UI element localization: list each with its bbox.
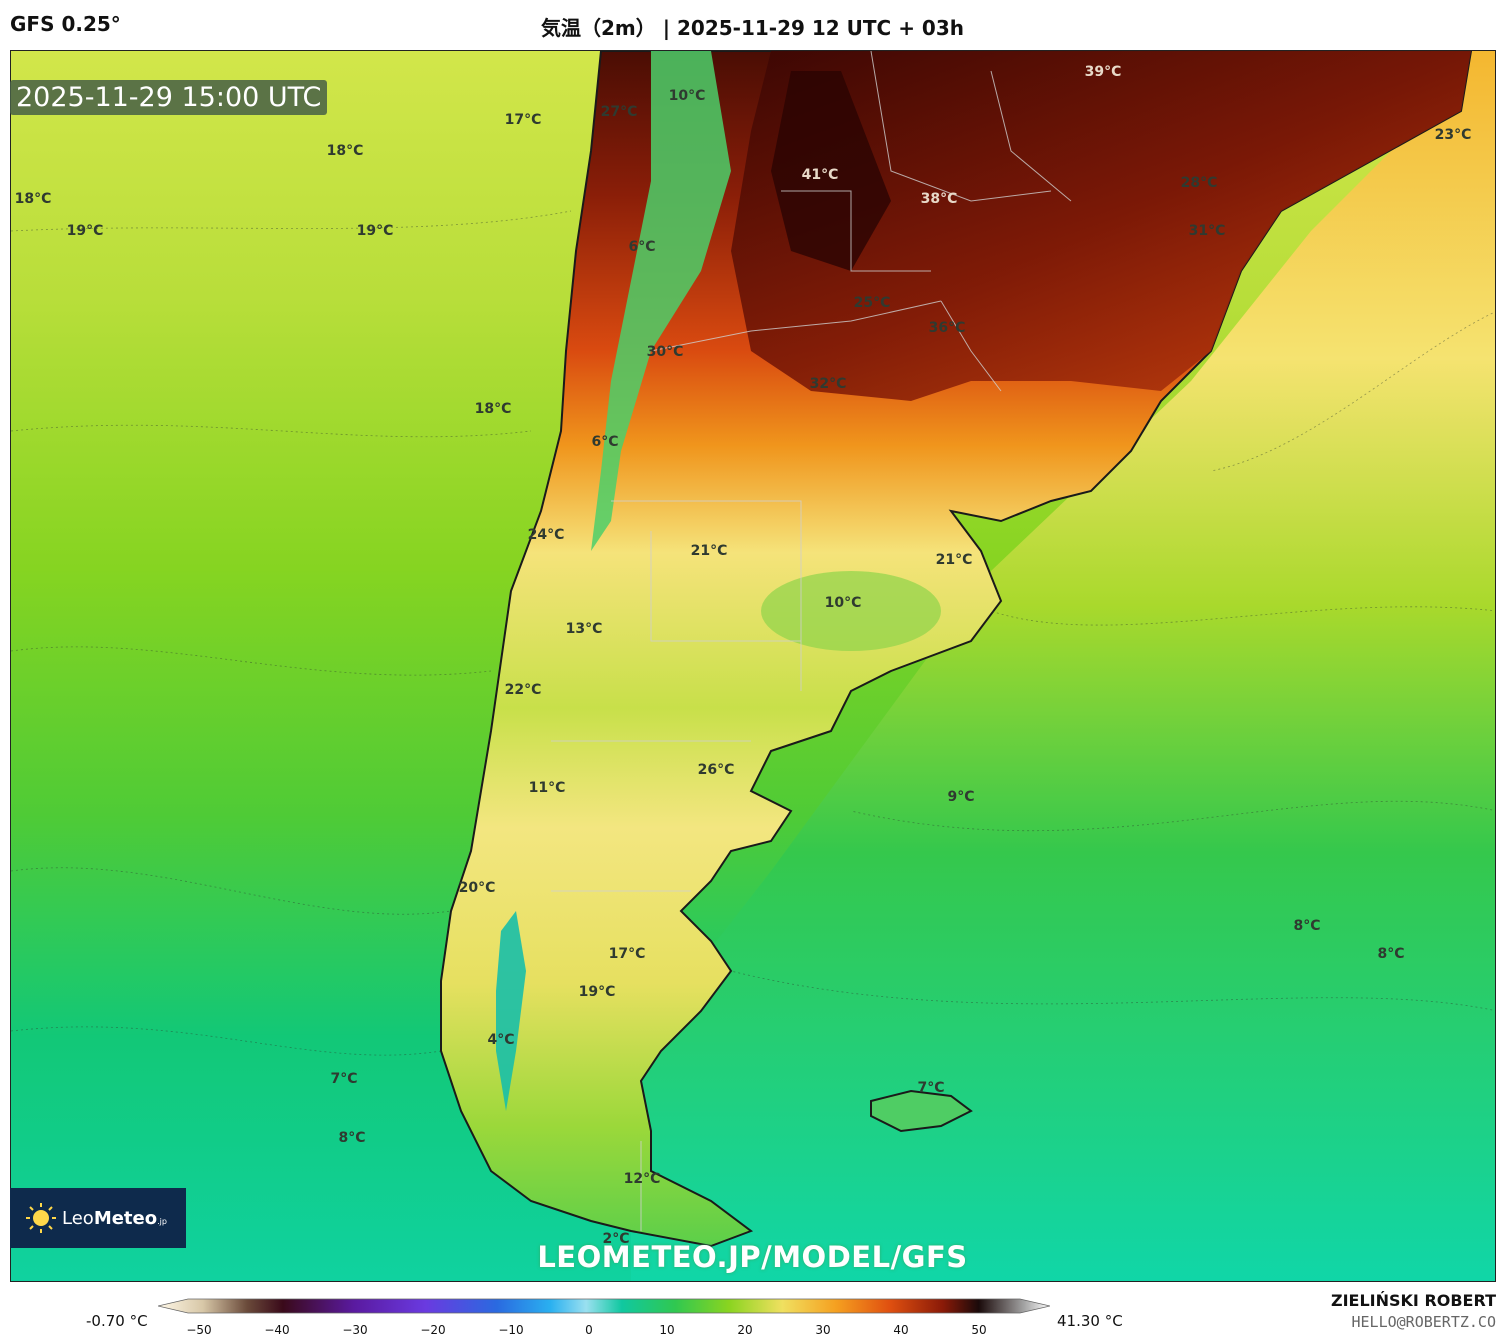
temp-label: 28°C xyxy=(1180,175,1218,191)
temp-label: 38°C xyxy=(920,191,958,207)
legend-max-value: 41.30 °C xyxy=(1057,1312,1123,1330)
leometeo-logo[interactable]: LeoMeteo.jp xyxy=(10,1188,186,1248)
temp-label: 10°C xyxy=(824,595,862,611)
temp-label: 21°C xyxy=(935,552,973,568)
colorbar-tick: −40 xyxy=(264,1323,290,1337)
temp-label: 17°C xyxy=(504,112,542,128)
colorbar-tick: 50 xyxy=(971,1323,987,1337)
temp-label: 18°C xyxy=(14,191,52,207)
temp-label: 2°C xyxy=(602,1231,630,1247)
colorbar-tick: −10 xyxy=(498,1323,524,1337)
author-email[interactable]: HELLO@ROBERTZ.CO xyxy=(1351,1313,1497,1331)
temp-label: 36°C xyxy=(928,320,966,336)
temp-label: 19°C xyxy=(66,223,104,239)
temp-label: 27°C xyxy=(600,104,638,120)
temp-label: 23°C xyxy=(1434,127,1472,143)
temp-label: 12°C xyxy=(623,1171,661,1187)
temp-label: 6°C xyxy=(591,434,619,450)
temp-label: 39°C xyxy=(1084,64,1122,80)
temp-label: 10°C xyxy=(668,88,706,104)
map-canvas xyxy=(11,51,1495,1281)
temp-label: 19°C xyxy=(578,984,616,1000)
temp-label: 41°C xyxy=(801,167,839,183)
temp-label: 24°C xyxy=(527,527,565,543)
temp-label: 26°C xyxy=(697,762,735,778)
temp-label: 18°C xyxy=(474,401,512,417)
temp-label: 7°C xyxy=(330,1071,358,1087)
temp-label: 6°C xyxy=(628,239,656,255)
colorbar-tick: −20 xyxy=(420,1323,446,1337)
temp-label: 13°C xyxy=(565,621,603,637)
temp-label: 32°C xyxy=(809,376,847,392)
temperature-colorbar xyxy=(158,1298,1050,1314)
temp-label: 20°C xyxy=(458,880,496,896)
colorbar-tick: 40 xyxy=(893,1323,909,1337)
model-title: GFS 0.25° xyxy=(10,12,121,36)
temp-label: 9°C xyxy=(947,789,975,805)
temp-label: 11°C xyxy=(528,780,566,796)
temp-label: 8°C xyxy=(338,1130,366,1146)
temp-label: 8°C xyxy=(1377,946,1405,962)
colorbar-tick: 20 xyxy=(737,1323,753,1337)
colorbar-tick: −30 xyxy=(342,1323,368,1337)
legend-min-value: -0.70 °C xyxy=(86,1312,148,1330)
colorbar-tick: 10 xyxy=(659,1323,675,1337)
temp-label: 4°C xyxy=(487,1032,515,1048)
colorbar-tick: −50 xyxy=(186,1323,212,1337)
temp-label: 21°C xyxy=(690,543,728,559)
temp-label: 7°C xyxy=(917,1080,945,1096)
temp-label: 8°C xyxy=(1293,918,1321,934)
site-url[interactable]: LEOMETEO.JP/MODEL/GFS xyxy=(537,1240,968,1274)
colorbar-tick: 30 xyxy=(815,1323,831,1337)
temperature-map[interactable]: 17°C 18°C 18°C 19°C 19°C 27°C 10°C 41°C … xyxy=(10,50,1496,1282)
temp-label: 18°C xyxy=(326,143,364,159)
sun-icon xyxy=(26,1203,56,1233)
temp-label: 25°C xyxy=(853,295,891,311)
logo-text: LeoMeteo.jp xyxy=(62,1207,167,1229)
temp-label: 17°C xyxy=(608,946,646,962)
chart-title: 気温（2m） | 2025-11-29 12 UTC + 03h xyxy=(541,16,964,40)
temp-label: 31°C xyxy=(1188,223,1226,239)
temp-label: 22°C xyxy=(504,682,542,698)
colorbar-tick: 0 xyxy=(585,1323,593,1337)
temp-label: 30°C xyxy=(646,344,684,360)
author-name: ZIELIŃSKI ROBERT xyxy=(1330,1291,1496,1310)
temp-label: 19°C xyxy=(356,223,394,239)
valid-time-badge: 2025-11-29 15:00 UTC xyxy=(10,80,328,115)
